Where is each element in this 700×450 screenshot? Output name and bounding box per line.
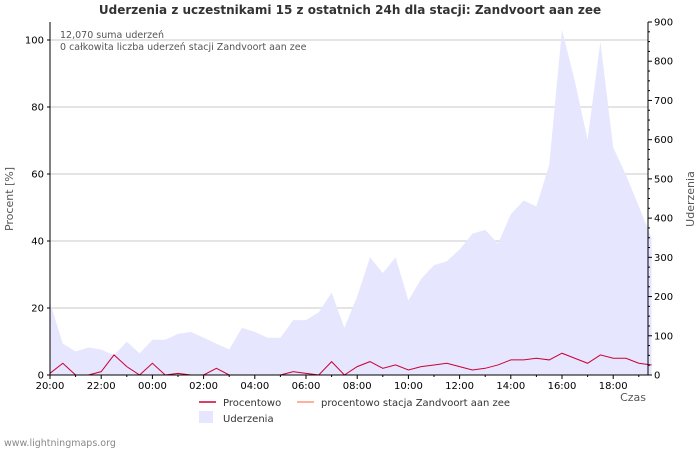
annotation-station: 0 całkowita liczba uderzeń stacji Zandvo… (60, 42, 307, 53)
legend-swatch-uderzenia (199, 411, 213, 423)
x-tick-label: 02:00 (189, 381, 218, 392)
left-tick-label: 20 (31, 304, 44, 315)
left-tick-label: 40 (31, 237, 44, 248)
x-tick-label: 20:00 (36, 381, 65, 392)
left-tick-label: 0 (38, 371, 44, 382)
right-tick-labels: 0 100 200 300 400 500 600 700 800 900 (648, 18, 673, 382)
x-tick-labels: 20:00 22:00 00:00 02:00 04:00 06:00 08:00 10:00… (36, 375, 640, 392)
x-tick-label: 22:00 (87, 381, 116, 392)
x-tick-label: 10:00 (394, 381, 423, 392)
left-tick-label: 60 (31, 170, 44, 181)
y-axis-right-label: Uderzenia (684, 171, 697, 227)
right-tick-label: 400 (654, 214, 673, 225)
right-tick-label: 200 (654, 292, 673, 303)
right-tick-label: 600 (654, 135, 673, 146)
procentowo-line (49, 352, 652, 376)
chart-title: Uderzenia z uczestnikami 15 z ostatnich … (99, 3, 601, 17)
right-tick-label: 800 (654, 57, 673, 68)
right-tick-label: 900 (654, 18, 673, 29)
footer-watermark: www.lightningmaps.org (4, 438, 116, 449)
x-tick-label: 04:00 (240, 381, 269, 392)
y-axis-left-label: Procent [%] (3, 167, 16, 231)
right-tick-label: 500 (654, 174, 673, 185)
legend-uderzenia: Uderzenia (223, 414, 274, 425)
x-tick-label: 16:00 (548, 381, 577, 392)
x-axis-label: Czas (620, 391, 646, 404)
left-tick-label: 80 (31, 103, 44, 114)
annotation-sum: 12,070 suma uderzeń (60, 30, 164, 41)
x-tick-label: 08:00 (343, 381, 372, 392)
x-tick-label: 14:00 (496, 381, 525, 392)
right-tick-label: 700 (654, 96, 673, 107)
legend-procentowo-stacja: procentowo stacja Zandvoort aan zee (321, 398, 510, 409)
legend-procentowo: Procentowo (223, 398, 281, 409)
left-tick-label: 100 (25, 36, 44, 47)
right-tick-label: 0 (654, 371, 660, 382)
x-tick-label: 06:00 (292, 381, 321, 392)
right-tick-label: 300 (654, 253, 673, 264)
x-tick-label: 00:00 (138, 381, 167, 392)
x-tick-label: 18:00 (599, 381, 628, 392)
x-tick-label: 12:00 (445, 381, 474, 392)
right-tick-label: 100 (654, 331, 673, 342)
legend: Procentowo procentowo stacja Zandvoort a… (199, 398, 510, 425)
uderzenia-area (50, 29, 652, 375)
left-tick-labels: 0 20 40 60 80 100 (25, 36, 50, 382)
